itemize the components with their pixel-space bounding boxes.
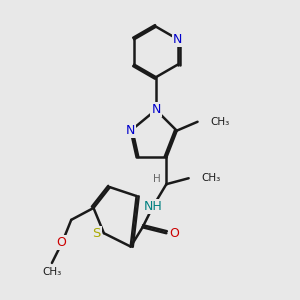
Text: N: N: [173, 33, 182, 46]
Text: H: H: [153, 174, 161, 184]
Text: O: O: [170, 227, 180, 240]
Text: O: O: [56, 236, 66, 249]
Text: NH: NH: [144, 200, 162, 213]
Text: CH₃: CH₃: [210, 117, 229, 127]
Text: S: S: [92, 227, 101, 240]
Text: N: N: [151, 103, 160, 116]
Text: CH₃: CH₃: [201, 173, 220, 183]
Text: CH₃: CH₃: [42, 267, 62, 277]
Text: N: N: [126, 124, 135, 137]
